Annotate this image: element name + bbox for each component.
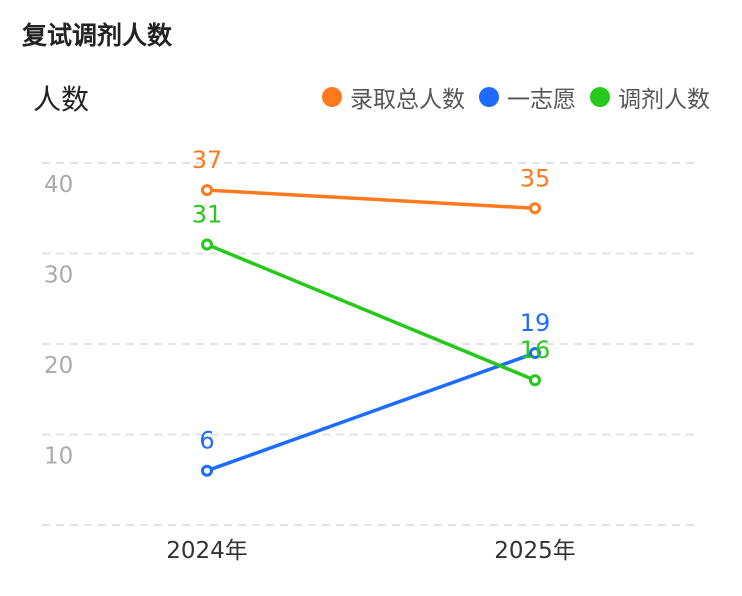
legend-item-1[interactable]: 一志愿	[479, 80, 576, 114]
data-label: 35	[520, 164, 551, 192]
series-line-2	[206, 242, 536, 382]
data-point	[529, 202, 541, 215]
y-tick-label: 10	[44, 444, 73, 470]
series-line-1	[206, 351, 536, 473]
y-axis-label: 人数	[33, 83, 90, 116]
x-tick-label: 2025年	[494, 538, 576, 564]
data-label: 19	[520, 309, 551, 337]
y-tick-label: 40	[44, 172, 73, 198]
legend-item-0[interactable]: 录取总人数	[322, 80, 465, 114]
y-tick-label: 20	[44, 353, 73, 379]
legend-dot-icon	[590, 87, 610, 107]
legend-dot-icon	[322, 87, 342, 107]
legend-label: 调剂人数	[618, 87, 710, 113]
legend-item-2[interactable]: 调剂人数	[590, 80, 710, 114]
x-tick-label: 2024年	[166, 538, 248, 564]
data-label: 6	[199, 427, 214, 455]
data-label: 16	[520, 336, 551, 364]
data-label: 31	[192, 200, 223, 228]
series-line-0	[206, 188, 536, 210]
data-point	[529, 347, 541, 360]
legend-label: 录取总人数	[350, 87, 465, 113]
legend-label: 一志愿	[507, 87, 576, 113]
legend-dot-icon	[479, 87, 499, 107]
data-point	[529, 374, 541, 387]
legend: 录取总人数 一志愿 调剂人数	[308, 80, 710, 114]
data-point	[201, 464, 213, 477]
data-point	[201, 184, 213, 197]
data-label: 37	[192, 146, 223, 174]
data-point	[201, 238, 213, 251]
y-tick-label: 30	[44, 263, 73, 289]
chart-title: 复试调剂人数	[22, 21, 173, 50]
